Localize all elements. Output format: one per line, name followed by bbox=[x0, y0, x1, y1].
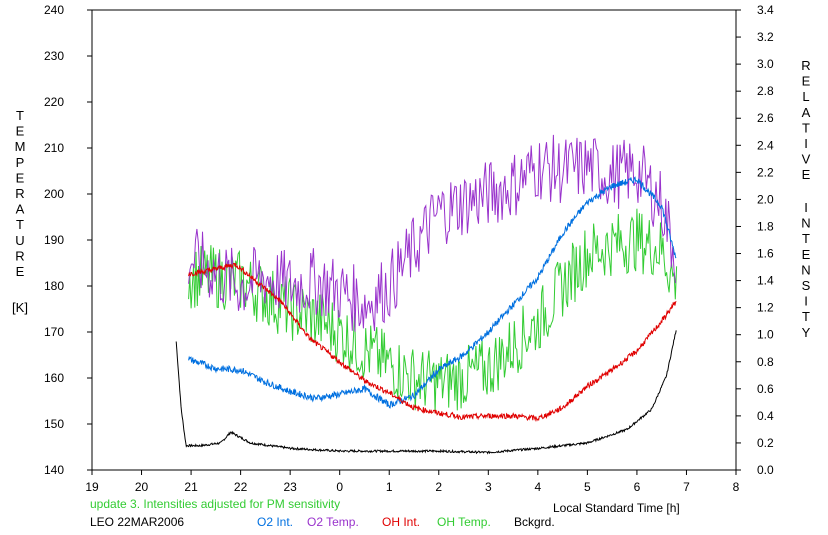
legend-item: OH Int. bbox=[382, 515, 420, 529]
left-tick-label: 150 bbox=[44, 417, 64, 431]
series-line-bckgrd bbox=[175, 330, 677, 455]
left-tick-label: 230 bbox=[44, 49, 64, 63]
annotation-text: update 3. Intensities adjusted for PM se… bbox=[90, 497, 340, 511]
right-axis-label-letter: T bbox=[802, 309, 810, 324]
left-tick-label: 160 bbox=[44, 371, 64, 385]
left-axis-label-letter: E bbox=[16, 170, 25, 185]
right-tick-label: 0.4 bbox=[757, 409, 774, 423]
right-axis-ticks: 0.0 0.2 0.4 0.6 0.8 1.0 1.2 1.4 1.6 1.8 2.0 2.2 2.4 2… bbox=[736, 3, 774, 477]
series-line-oh-int bbox=[188, 262, 677, 422]
right-axis-label-letter: N bbox=[801, 262, 810, 277]
left-axis-unit: [K] bbox=[12, 300, 28, 315]
right-tick-label: 3.0 bbox=[757, 57, 774, 71]
left-tick-label: 140 bbox=[44, 463, 64, 477]
x-tick-label: 20 bbox=[135, 480, 149, 494]
right-axis-label-letter: A bbox=[802, 105, 811, 120]
left-axis-label-letter: M bbox=[15, 139, 26, 154]
right-axis-label-letter: S bbox=[802, 278, 811, 293]
left-tick-label: 200 bbox=[44, 187, 64, 201]
right-tick-label: 0.8 bbox=[757, 355, 774, 369]
x-tick-label: 2 bbox=[435, 480, 442, 494]
x-tick-label: 23 bbox=[283, 480, 297, 494]
x-axis-label: Local Standard Time [h] bbox=[553, 501, 680, 515]
left-axis-label-letter: R bbox=[15, 248, 24, 263]
right-tick-label: 3.4 bbox=[757, 3, 774, 17]
series-line-oh-temp bbox=[188, 208, 678, 414]
right-tick-label: 2.2 bbox=[757, 165, 774, 179]
left-tick-label: 240 bbox=[44, 3, 64, 17]
right-axis-label-letter: T bbox=[802, 231, 810, 246]
left-tick-label: 180 bbox=[44, 279, 64, 293]
left-axis-label-letter: P bbox=[16, 155, 25, 170]
right-axis-label-letter: L bbox=[802, 89, 809, 104]
left-tick-label: 170 bbox=[44, 325, 64, 339]
left-axis-label-letter: E bbox=[16, 124, 25, 139]
x-tick-label: 3 bbox=[485, 480, 492, 494]
right-axis-label-letter: Y bbox=[802, 325, 811, 340]
legend-item: OH Temp. bbox=[437, 515, 491, 529]
left-tick-label: 190 bbox=[44, 233, 64, 247]
right-axis-label-letter: I bbox=[804, 294, 808, 309]
right-tick-label: 1.2 bbox=[757, 301, 774, 315]
right-tick-label: 2.8 bbox=[757, 84, 774, 98]
x-tick-label: 7 bbox=[683, 480, 690, 494]
right-tick-label: 0.2 bbox=[757, 436, 774, 450]
left-axis-label-letter: T bbox=[16, 217, 24, 232]
left-axis-label-letter: R bbox=[15, 186, 24, 201]
x-tick-label: 6 bbox=[634, 480, 641, 494]
right-tick-label: 0.0 bbox=[757, 463, 774, 477]
right-tick-label: 2.4 bbox=[757, 138, 774, 152]
right-tick-label: 1.6 bbox=[757, 247, 774, 261]
legend: O2 Int. O2 Temp. OH Int. OH Temp. Bckgrd. bbox=[257, 515, 555, 529]
right-tick-label: 1.0 bbox=[757, 328, 774, 342]
right-axis-label-letter: N bbox=[801, 216, 810, 231]
legend-item: O2 Temp. bbox=[307, 515, 359, 529]
right-axis-label-letter: E bbox=[802, 74, 811, 89]
series-layer bbox=[175, 134, 678, 455]
left-tick-label: 210 bbox=[44, 141, 64, 155]
x-tick-label: 4 bbox=[535, 480, 542, 494]
x-tick-label: 8 bbox=[733, 480, 740, 494]
right-tick-label: 1.8 bbox=[757, 219, 774, 233]
right-axis-label-letter: I bbox=[804, 200, 808, 215]
series-line-o2-temp bbox=[188, 134, 676, 332]
x-tick-label: 0 bbox=[336, 480, 343, 494]
left-axis-label-letter: T bbox=[16, 108, 24, 123]
right-tick-label: 2.6 bbox=[757, 111, 774, 125]
right-axis-label-letter: T bbox=[802, 120, 810, 135]
station-date: LEO 22MAR2006 bbox=[90, 515, 184, 529]
series-line-o2-int bbox=[188, 176, 677, 409]
right-tick-label: 0.6 bbox=[757, 382, 774, 396]
right-tick-label: 3.2 bbox=[757, 30, 774, 44]
left-axis-label-letter: A bbox=[16, 202, 25, 217]
right-axis-label-letter: I bbox=[804, 136, 808, 151]
x-tick-label: 19 bbox=[85, 480, 99, 494]
left-axis-ticks: 140 150 160 170 180 190 200 210 220 230 240 bbox=[44, 3, 92, 477]
x-tick-label: 1 bbox=[386, 480, 393, 494]
left-tick-label: 220 bbox=[44, 95, 64, 109]
x-tick-label: 22 bbox=[234, 480, 248, 494]
right-tick-label: 1.4 bbox=[757, 274, 774, 288]
x-axis-ticks: 19 20 21 22 23 0 1 2 3 4 5 6 7 8 bbox=[85, 470, 740, 494]
right-axis-label-letter: E bbox=[802, 167, 811, 182]
legend-item: O2 Int. bbox=[257, 515, 293, 529]
right-axis-label-letter: E bbox=[802, 247, 811, 262]
left-axis-label-letter: U bbox=[15, 233, 24, 248]
right-axis-label-letter: R bbox=[801, 58, 810, 73]
x-tick-label: 5 bbox=[584, 480, 591, 494]
x-tick-label: 21 bbox=[184, 480, 198, 494]
left-axis-label-letter: E bbox=[16, 264, 25, 279]
legend-item: Bckgrd. bbox=[514, 515, 555, 529]
right-tick-label: 2.0 bbox=[757, 192, 774, 206]
right-axis-label-letter: V bbox=[802, 152, 811, 167]
